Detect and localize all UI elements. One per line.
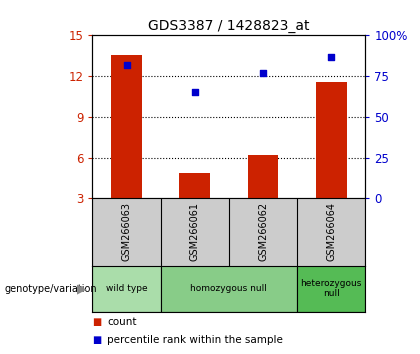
Text: GSM266061: GSM266061	[190, 202, 200, 261]
Text: heterozygous
null: heterozygous null	[301, 279, 362, 298]
Bar	[248, 155, 278, 198]
Bar	[297, 266, 365, 312]
Title: GDS3387 / 1428823_at: GDS3387 / 1428823_at	[148, 19, 310, 33]
Text: ■: ■	[92, 335, 102, 345]
Text: wild type: wild type	[106, 284, 147, 293]
Text: homozygous null: homozygous null	[190, 284, 268, 293]
Point	[260, 70, 266, 76]
Bar	[316, 82, 346, 198]
Text: percentile rank within the sample: percentile rank within the sample	[107, 335, 283, 345]
Text: ▶: ▶	[77, 282, 87, 295]
Point	[123, 62, 130, 68]
Text: GSM266064: GSM266064	[326, 202, 336, 261]
Point	[328, 54, 335, 59]
Bar	[161, 266, 297, 312]
Text: genotype/variation: genotype/variation	[4, 284, 97, 293]
Bar	[111, 55, 142, 198]
Point	[192, 90, 198, 95]
Text: ■: ■	[92, 317, 102, 327]
Text: count: count	[107, 317, 136, 327]
Bar	[92, 266, 161, 312]
Text: GSM266063: GSM266063	[121, 202, 131, 261]
Bar	[179, 173, 210, 198]
Text: GSM266062: GSM266062	[258, 202, 268, 262]
